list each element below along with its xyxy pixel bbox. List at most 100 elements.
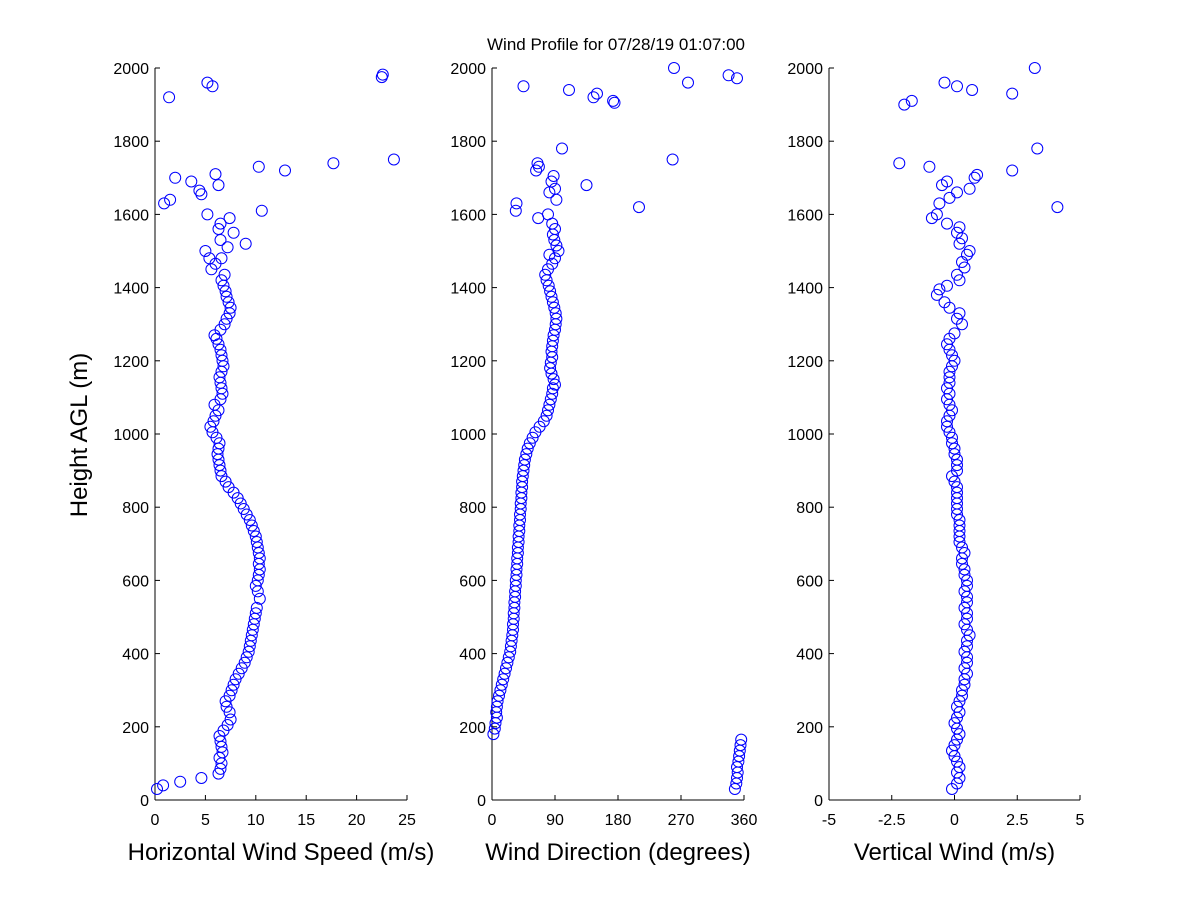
data-point	[587, 91, 600, 104]
data-point	[201, 208, 214, 221]
data-point	[958, 678, 971, 691]
data-point	[1031, 142, 1044, 155]
data-point	[948, 354, 961, 367]
y-tick-label: 1600	[113, 207, 149, 224]
data-point	[520, 448, 533, 461]
data-point	[951, 486, 963, 499]
data-point	[539, 268, 552, 281]
data-point	[953, 237, 966, 250]
data-point	[951, 268, 963, 281]
data-point	[731, 72, 743, 85]
data-point	[941, 420, 953, 433]
data-point	[735, 733, 748, 746]
data-point	[948, 327, 961, 340]
data-point	[930, 288, 943, 301]
data-point	[943, 191, 956, 204]
data-point	[213, 437, 226, 450]
data-point	[923, 160, 936, 173]
data-point	[682, 76, 694, 89]
y-tick-label: 1200	[787, 354, 823, 371]
data-point	[633, 201, 645, 214]
data-point	[250, 601, 263, 614]
y-tick-label: 1400	[787, 281, 823, 298]
y-tick-label: 600	[796, 573, 823, 590]
data-point	[953, 514, 966, 526]
data-point	[941, 279, 953, 292]
data-point	[722, 69, 735, 82]
x-tick-label: 2.5	[1006, 812, 1028, 829]
x-tick-label: 180	[605, 812, 632, 829]
data-point	[547, 373, 560, 386]
x-tick-label: 90	[546, 812, 564, 829]
y-tick-label: 200	[796, 720, 823, 737]
data-point	[164, 193, 177, 206]
y-tick-label: 1200	[450, 354, 486, 371]
data-point	[546, 387, 559, 400]
data-point	[946, 431, 958, 444]
data-point	[227, 226, 240, 239]
y-tick-label: 600	[459, 573, 486, 590]
data-point	[215, 252, 228, 265]
x-tick-label: 5	[201, 812, 210, 829]
data-point	[930, 208, 943, 221]
data-point	[953, 519, 966, 532]
data-points	[487, 62, 748, 795]
data-point	[549, 378, 561, 391]
y-tick-label: 200	[122, 720, 149, 737]
data-point	[1006, 87, 1019, 100]
data-point	[953, 221, 966, 234]
y-tick-label: 2000	[450, 61, 486, 78]
data-point	[941, 415, 953, 428]
y-tick-label: 2000	[113, 61, 149, 78]
data-point	[951, 186, 963, 199]
data-point	[948, 475, 961, 488]
data-point	[221, 719, 234, 731]
data-point	[563, 84, 575, 96]
data-point	[953, 274, 966, 287]
x-tick-label: 25	[398, 812, 416, 829]
y-tick-label: 0	[814, 793, 823, 810]
y-tick-label: 1600	[450, 207, 486, 224]
data-points	[893, 62, 1064, 795]
data-point	[943, 371, 956, 384]
data-point	[157, 779, 170, 792]
data-point	[668, 62, 680, 74]
panel-3: 0 200 400 600 800 1000 1200 1400 1600 1800 2000 -5 -…	[787, 61, 1084, 866]
data-point	[963, 182, 976, 195]
data-point	[209, 168, 222, 181]
data-point	[237, 503, 250, 515]
data-point	[224, 713, 237, 726]
data-point	[549, 182, 561, 195]
y-tick-label: 1600	[787, 207, 823, 224]
data-point	[232, 667, 245, 680]
data-point	[552, 245, 565, 257]
data-point	[240, 508, 253, 521]
data-point	[223, 706, 236, 719]
data-point	[530, 164, 543, 177]
data-point	[501, 656, 514, 669]
data-point	[1028, 62, 1041, 74]
data-point	[215, 274, 228, 287]
data-point	[943, 426, 956, 439]
data-point	[518, 453, 531, 466]
y-tick-label: 800	[122, 500, 149, 517]
data-point	[951, 700, 963, 713]
x-tick-label: -5	[822, 812, 836, 829]
y-tick-label: 800	[796, 500, 823, 517]
data-point	[951, 453, 963, 466]
data-point	[1006, 164, 1019, 177]
y-tick-label: 400	[459, 647, 486, 664]
data-point	[214, 234, 227, 246]
data-point	[218, 268, 231, 281]
data-point	[958, 601, 971, 614]
data-point	[253, 592, 266, 605]
data-point	[215, 349, 228, 362]
y-axis-label: Height AGL (m)	[66, 353, 93, 518]
x-tick-label: -2.5	[878, 812, 906, 829]
data-point	[542, 208, 554, 221]
data-point	[195, 772, 208, 784]
data-point	[240, 651, 253, 664]
data-point	[203, 252, 216, 265]
